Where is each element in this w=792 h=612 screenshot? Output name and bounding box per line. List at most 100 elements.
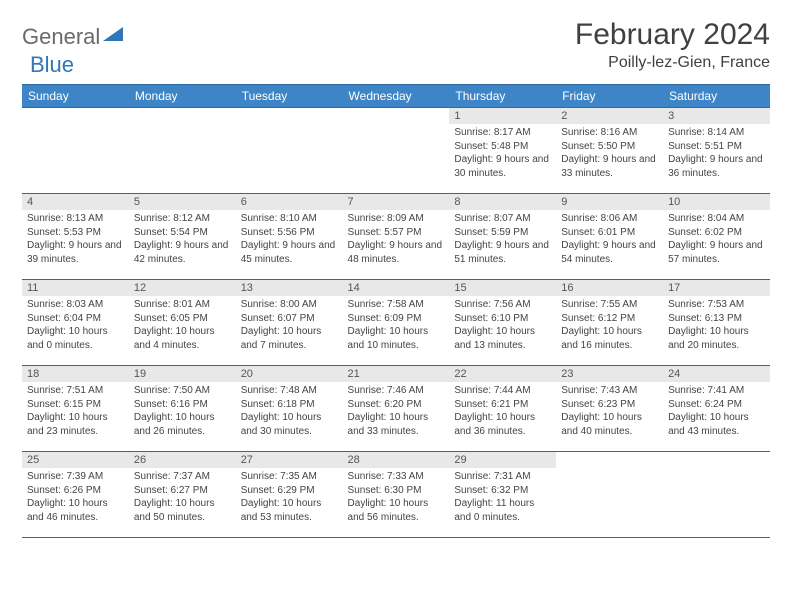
day-number: 17 bbox=[663, 280, 770, 296]
calendar-cell: 19Sunrise: 7:50 AMSunset: 6:16 PMDayligh… bbox=[129, 366, 236, 452]
day-number: 8 bbox=[449, 194, 556, 210]
day-number: 9 bbox=[556, 194, 663, 210]
day-details: Sunrise: 7:39 AMSunset: 6:26 PMDaylight:… bbox=[22, 468, 129, 528]
day-number: 18 bbox=[22, 366, 129, 382]
day-details: Sunrise: 7:33 AMSunset: 6:30 PMDaylight:… bbox=[343, 468, 450, 528]
calendar-cell: 14Sunrise: 7:58 AMSunset: 6:09 PMDayligh… bbox=[343, 280, 450, 366]
day-details: Sunrise: 8:07 AMSunset: 5:59 PMDaylight:… bbox=[449, 210, 556, 270]
day-details: Sunrise: 7:51 AMSunset: 6:15 PMDaylight:… bbox=[22, 382, 129, 442]
logo-triangle-icon bbox=[103, 27, 123, 48]
calendar-cell: 23Sunrise: 7:43 AMSunset: 6:23 PMDayligh… bbox=[556, 366, 663, 452]
day-number: 7 bbox=[343, 194, 450, 210]
header-tuesday: Tuesday bbox=[236, 85, 343, 108]
day-details: Sunrise: 8:00 AMSunset: 6:07 PMDaylight:… bbox=[236, 296, 343, 356]
calendar-cell: 18Sunrise: 7:51 AMSunset: 6:15 PMDayligh… bbox=[22, 366, 129, 452]
calendar-cell: 10Sunrise: 8:04 AMSunset: 6:02 PMDayligh… bbox=[663, 194, 770, 280]
day-details: Sunrise: 7:46 AMSunset: 6:20 PMDaylight:… bbox=[343, 382, 450, 442]
day-number: 15 bbox=[449, 280, 556, 296]
day-details: Sunrise: 8:03 AMSunset: 6:04 PMDaylight:… bbox=[22, 296, 129, 356]
calendar-cell: 21Sunrise: 7:46 AMSunset: 6:20 PMDayligh… bbox=[343, 366, 450, 452]
day-number: 27 bbox=[236, 452, 343, 468]
day-details: Sunrise: 8:14 AMSunset: 5:51 PMDaylight:… bbox=[663, 124, 770, 184]
calendar-row: 11Sunrise: 8:03 AMSunset: 6:04 PMDayligh… bbox=[22, 280, 770, 366]
day-number: 22 bbox=[449, 366, 556, 382]
calendar-cell: 2Sunrise: 8:16 AMSunset: 5:50 PMDaylight… bbox=[556, 108, 663, 194]
calendar-cell: 9Sunrise: 8:06 AMSunset: 6:01 PMDaylight… bbox=[556, 194, 663, 280]
day-details: Sunrise: 7:41 AMSunset: 6:24 PMDaylight:… bbox=[663, 382, 770, 442]
calendar-body: 1Sunrise: 8:17 AMSunset: 5:48 PMDaylight… bbox=[22, 108, 770, 538]
day-details: Sunrise: 7:37 AMSunset: 6:27 PMDaylight:… bbox=[129, 468, 236, 528]
day-details: Sunrise: 7:53 AMSunset: 6:13 PMDaylight:… bbox=[663, 296, 770, 356]
day-number: 16 bbox=[556, 280, 663, 296]
calendar-cell: 11Sunrise: 8:03 AMSunset: 6:04 PMDayligh… bbox=[22, 280, 129, 366]
calendar-cell: 22Sunrise: 7:44 AMSunset: 6:21 PMDayligh… bbox=[449, 366, 556, 452]
day-number: 26 bbox=[129, 452, 236, 468]
day-number: 12 bbox=[129, 280, 236, 296]
header-sunday: Sunday bbox=[22, 85, 129, 108]
calendar-cell bbox=[236, 108, 343, 194]
day-number: 5 bbox=[129, 194, 236, 210]
day-details: Sunrise: 7:44 AMSunset: 6:21 PMDaylight:… bbox=[449, 382, 556, 442]
day-details: Sunrise: 8:16 AMSunset: 5:50 PMDaylight:… bbox=[556, 124, 663, 184]
day-details: Sunrise: 7:56 AMSunset: 6:10 PMDaylight:… bbox=[449, 296, 556, 356]
day-details: Sunrise: 8:10 AMSunset: 5:56 PMDaylight:… bbox=[236, 210, 343, 270]
day-number: 21 bbox=[343, 366, 450, 382]
header-friday: Friday bbox=[556, 85, 663, 108]
location: Poilly-lez-Gien, France bbox=[575, 54, 770, 72]
calendar-cell: 24Sunrise: 7:41 AMSunset: 6:24 PMDayligh… bbox=[663, 366, 770, 452]
calendar-cell bbox=[663, 452, 770, 538]
calendar-cell: 27Sunrise: 7:35 AMSunset: 6:29 PMDayligh… bbox=[236, 452, 343, 538]
calendar-cell: 15Sunrise: 7:56 AMSunset: 6:10 PMDayligh… bbox=[449, 280, 556, 366]
title-block: February 2024 Poilly-lez-Gien, France bbox=[575, 18, 770, 72]
calendar-cell bbox=[556, 452, 663, 538]
calendar-table: Sunday Monday Tuesday Wednesday Thursday… bbox=[22, 84, 770, 538]
calendar-cell: 5Sunrise: 8:12 AMSunset: 5:54 PMDaylight… bbox=[129, 194, 236, 280]
day-details: Sunrise: 8:13 AMSunset: 5:53 PMDaylight:… bbox=[22, 210, 129, 270]
header-saturday: Saturday bbox=[663, 85, 770, 108]
calendar-cell: 26Sunrise: 7:37 AMSunset: 6:27 PMDayligh… bbox=[129, 452, 236, 538]
calendar-cell: 1Sunrise: 8:17 AMSunset: 5:48 PMDaylight… bbox=[449, 108, 556, 194]
day-number: 24 bbox=[663, 366, 770, 382]
calendar-cell: 16Sunrise: 7:55 AMSunset: 6:12 PMDayligh… bbox=[556, 280, 663, 366]
day-number: 2 bbox=[556, 108, 663, 124]
calendar-row: 18Sunrise: 7:51 AMSunset: 6:15 PMDayligh… bbox=[22, 366, 770, 452]
calendar-cell: 3Sunrise: 8:14 AMSunset: 5:51 PMDaylight… bbox=[663, 108, 770, 194]
calendar-cell: 8Sunrise: 8:07 AMSunset: 5:59 PMDaylight… bbox=[449, 194, 556, 280]
day-number: 3 bbox=[663, 108, 770, 124]
day-number: 25 bbox=[22, 452, 129, 468]
day-number: 13 bbox=[236, 280, 343, 296]
calendar-cell bbox=[343, 108, 450, 194]
calendar-cell bbox=[129, 108, 236, 194]
calendar-cell: 25Sunrise: 7:39 AMSunset: 6:26 PMDayligh… bbox=[22, 452, 129, 538]
day-number: 28 bbox=[343, 452, 450, 468]
header-thursday: Thursday bbox=[449, 85, 556, 108]
day-details: Sunrise: 7:35 AMSunset: 6:29 PMDaylight:… bbox=[236, 468, 343, 528]
calendar-row: 4Sunrise: 8:13 AMSunset: 5:53 PMDaylight… bbox=[22, 194, 770, 280]
calendar-cell: 12Sunrise: 8:01 AMSunset: 6:05 PMDayligh… bbox=[129, 280, 236, 366]
day-number: 6 bbox=[236, 194, 343, 210]
day-number: 20 bbox=[236, 366, 343, 382]
calendar-cell: 6Sunrise: 8:10 AMSunset: 5:56 PMDaylight… bbox=[236, 194, 343, 280]
calendar-cell: 28Sunrise: 7:33 AMSunset: 6:30 PMDayligh… bbox=[343, 452, 450, 538]
day-details: Sunrise: 7:48 AMSunset: 6:18 PMDaylight:… bbox=[236, 382, 343, 442]
day-details: Sunrise: 7:58 AMSunset: 6:09 PMDaylight:… bbox=[343, 296, 450, 356]
logo-text-general: General bbox=[22, 24, 100, 50]
day-details: Sunrise: 8:04 AMSunset: 6:02 PMDaylight:… bbox=[663, 210, 770, 270]
day-details: Sunrise: 8:12 AMSunset: 5:54 PMDaylight:… bbox=[129, 210, 236, 270]
logo-text-blue: Blue bbox=[30, 52, 74, 78]
calendar-cell: 7Sunrise: 8:09 AMSunset: 5:57 PMDaylight… bbox=[343, 194, 450, 280]
calendar-cell: 20Sunrise: 7:48 AMSunset: 6:18 PMDayligh… bbox=[236, 366, 343, 452]
day-details: Sunrise: 8:09 AMSunset: 5:57 PMDaylight:… bbox=[343, 210, 450, 270]
day-details: Sunrise: 7:55 AMSunset: 6:12 PMDaylight:… bbox=[556, 296, 663, 356]
day-number: 10 bbox=[663, 194, 770, 210]
day-number: 19 bbox=[129, 366, 236, 382]
day-number: 29 bbox=[449, 452, 556, 468]
calendar-cell bbox=[22, 108, 129, 194]
day-details: Sunrise: 7:43 AMSunset: 6:23 PMDaylight:… bbox=[556, 382, 663, 442]
day-number: 14 bbox=[343, 280, 450, 296]
day-number: 11 bbox=[22, 280, 129, 296]
header-monday: Monday bbox=[129, 85, 236, 108]
day-details: Sunrise: 8:01 AMSunset: 6:05 PMDaylight:… bbox=[129, 296, 236, 356]
header-wednesday: Wednesday bbox=[343, 85, 450, 108]
calendar-cell: 4Sunrise: 8:13 AMSunset: 5:53 PMDaylight… bbox=[22, 194, 129, 280]
